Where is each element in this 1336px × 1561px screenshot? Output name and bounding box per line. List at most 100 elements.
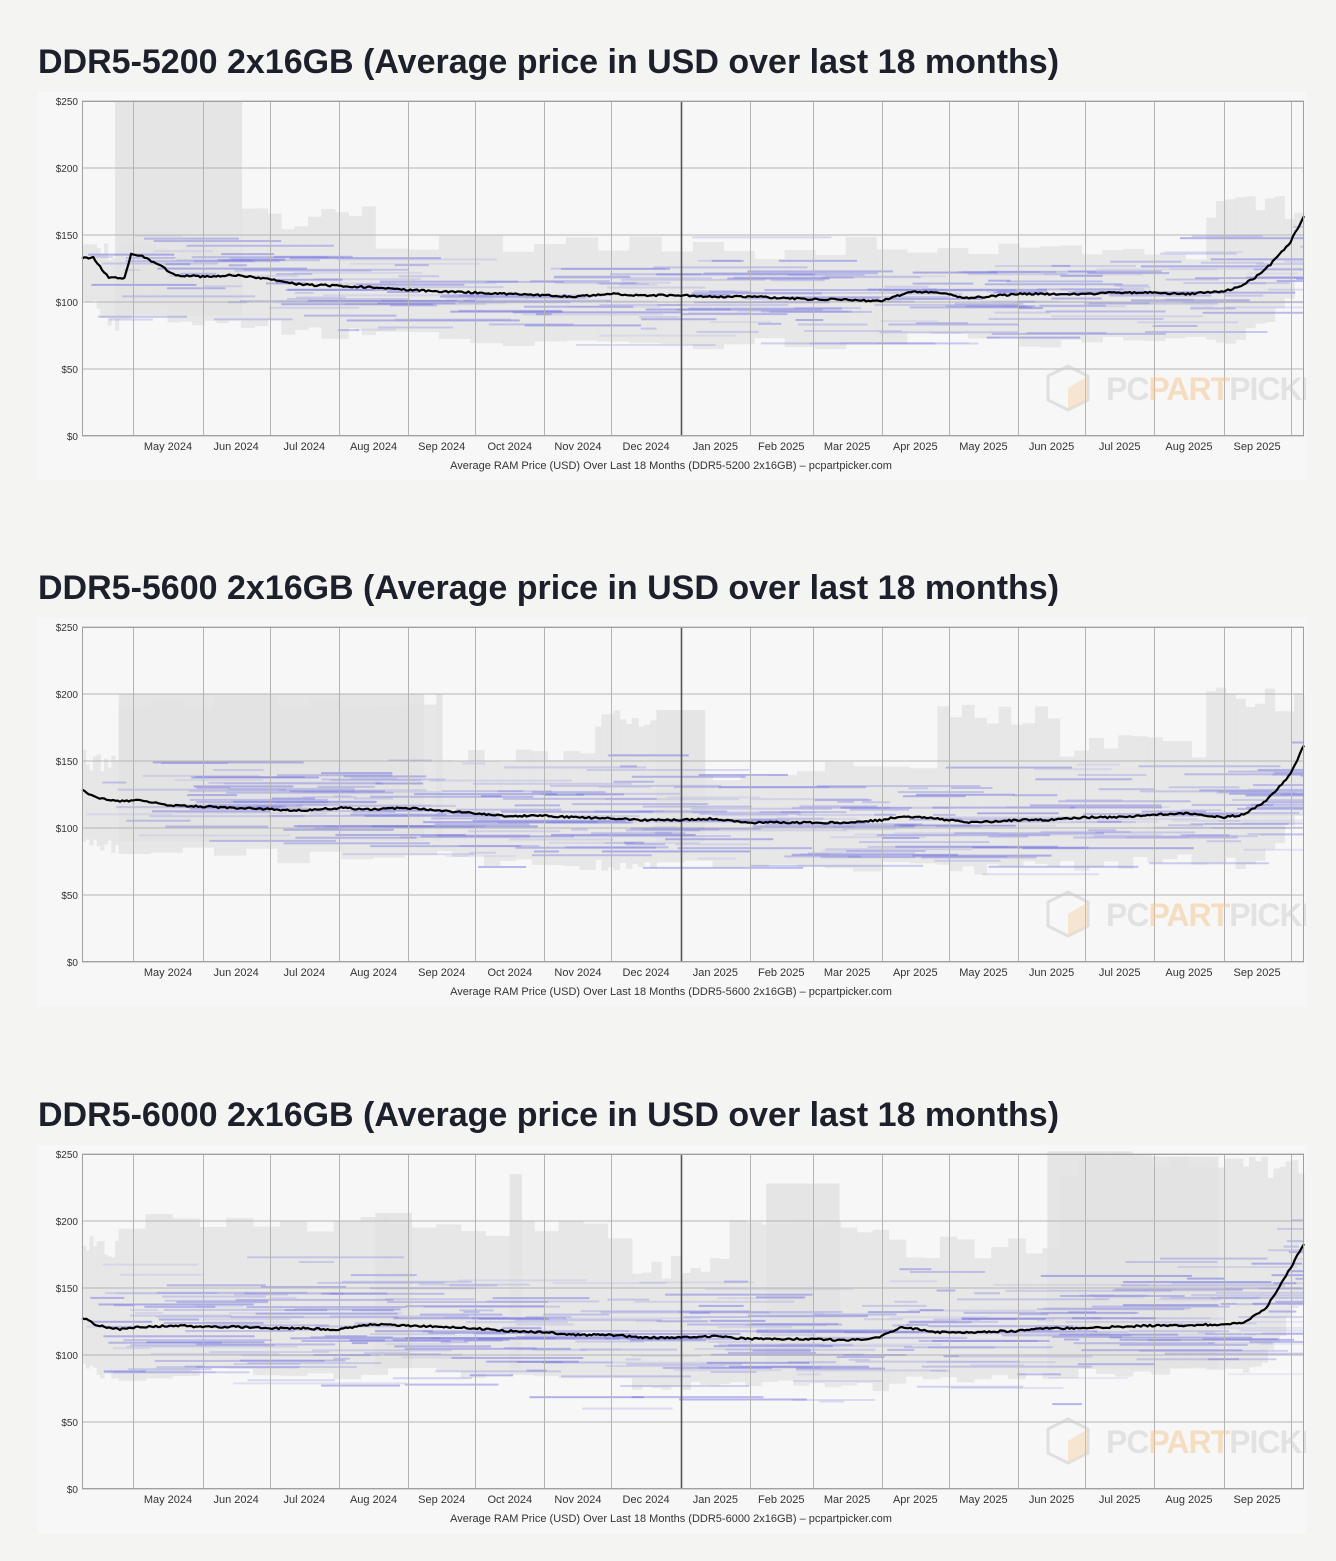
pcpartpicker-watermark: PCPARTPICKER (1046, 890, 1306, 938)
chart-title: DDR5-6000 2x16GB (Average price in USD o… (38, 1096, 1060, 1134)
chart-caption: Average RAM Price (USD) Over Last 18 Mon… (450, 986, 892, 998)
plot-border (82, 101, 1304, 436)
x-tick-label: Jun 2025 (1029, 441, 1074, 453)
x-tick-label: Mar 2025 (824, 967, 870, 979)
average-price-line (81, 215, 1305, 303)
y-tick-label: $50 (61, 365, 78, 376)
watermark-pc: PC (1106, 1424, 1149, 1460)
x-tick-label: Jan 2025 (693, 1494, 738, 1506)
x-tick-label: May 2025 (959, 1494, 1007, 1506)
x-tick-label: Sep 2025 (1234, 441, 1281, 453)
listing-price-bands (86, 1219, 1304, 1410)
x-tick-label: Sep 2024 (418, 1494, 465, 1506)
x-tick-label: Dec 2024 (623, 1494, 670, 1506)
chart-section-ddr5-5200: DDR5-5200 2x16GB (Average price in USD o… (38, 42, 1306, 480)
x-tick-label: Nov 2024 (554, 1494, 601, 1506)
x-tick-label: Aug 2024 (350, 967, 397, 979)
x-tick-label: Aug 2025 (1165, 967, 1212, 979)
x-tick-label: Sep 2025 (1234, 967, 1281, 979)
x-tick-label: Jul 2025 (1099, 967, 1141, 979)
x-tick-label: Jul 2024 (283, 1494, 325, 1506)
x-tick-label: Jan 2025 (693, 441, 738, 453)
x-tick-label: Mar 2025 (824, 441, 870, 453)
price-chart: PCPARTPICKER $0 $50 $100 $150 $200 $250 May 202… (56, 1150, 1306, 1525)
pcpartpicker-watermark: PCPARTPICKER (1046, 364, 1306, 412)
watermark-picker: PICKER (1229, 1424, 1306, 1460)
x-tick-label: Jun 2024 (214, 1494, 259, 1506)
average-price-line (81, 1243, 1305, 1342)
gridlines (82, 1153, 1304, 1490)
x-tick-label: Feb 2025 (758, 441, 804, 453)
y-tick-label: $100 (56, 1351, 79, 1362)
x-tick-label: Apr 2025 (893, 441, 938, 453)
watermark-part: PART (1148, 1424, 1230, 1460)
y-tick-label: $150 (56, 231, 79, 242)
svg-text:PCPARTPICKER: PCPARTPICKER (1106, 897, 1306, 933)
y-tick-label: $200 (56, 690, 79, 701)
plot-border (82, 627, 1304, 962)
listing-price-bands (88, 170, 1304, 347)
gridlines (82, 626, 1304, 963)
x-tick-label: Dec 2024 (623, 967, 670, 979)
y-tick-label: $50 (61, 891, 78, 902)
watermark-picker: PICKER (1229, 897, 1306, 933)
x-tick-label: Nov 2024 (554, 441, 601, 453)
watermark-pc: PC (1106, 371, 1149, 407)
box-logo-icon (1046, 364, 1090, 412)
y-tick-label: $100 (56, 824, 79, 835)
chart-caption: Average RAM Price (USD) Over Last 18 Mon… (450, 1513, 892, 1525)
x-tick-label: Jul 2024 (283, 967, 325, 979)
x-tick-label: Oct 2024 (487, 967, 532, 979)
x-tick-label: Aug 2025 (1165, 441, 1212, 453)
x-tick-label: Apr 2025 (893, 967, 938, 979)
x-tick-label: May 2024 (144, 1494, 192, 1506)
y-tick-label: $0 (67, 958, 79, 969)
x-tick-label: Mar 2025 (824, 1494, 870, 1506)
x-tick-label: Oct 2024 (487, 1494, 532, 1506)
svg-text:PCPARTPICKER: PCPARTPICKER (1106, 371, 1306, 407)
chart-caption: Average RAM Price (USD) Over Last 18 Mon… (450, 460, 892, 472)
x-tick-label: Jun 2024 (214, 441, 259, 453)
pcpartpicker-watermark: PCPARTPICKER (1046, 1417, 1306, 1465)
plot-border (82, 1154, 1304, 1489)
chart-frame: PCPARTPICKER $0 $50 $100 $150 $200 $250 May 202… (38, 92, 1306, 480)
watermark-part: PART (1148, 371, 1230, 407)
x-tick-label: Jan 2025 (693, 967, 738, 979)
x-tick-label: May 2025 (959, 441, 1007, 453)
x-tick-label: Feb 2025 (758, 967, 804, 979)
y-tick-label: $250 (56, 623, 79, 634)
y-tick-label: $0 (67, 1485, 79, 1496)
y-tick-label: $100 (56, 298, 79, 309)
watermark-pc: PC (1106, 897, 1149, 933)
x-tick-label: May 2025 (959, 967, 1007, 979)
y-tick-label: $250 (56, 97, 79, 108)
svg-text:PCPARTPICKER: PCPARTPICKER (1106, 1424, 1306, 1460)
price-chart: PCPARTPICKER $0 $50 $100 $150 $200 $250 May 202… (56, 97, 1306, 472)
y-tick-label: $150 (56, 1284, 79, 1295)
watermark-part: PART (1148, 897, 1230, 933)
x-tick-label: Jun 2025 (1029, 1494, 1074, 1506)
x-tick-label: Aug 2024 (350, 1494, 397, 1506)
x-tick-label: Oct 2024 (487, 441, 532, 453)
y-tick-label: $250 (56, 1150, 79, 1161)
chart-title: DDR5-5600 2x16GB (Average price in USD o… (38, 569, 1060, 607)
x-tick-label: Aug 2024 (350, 441, 397, 453)
x-tick-label: Feb 2025 (758, 1494, 804, 1506)
chart-frame: PCPARTPICKER $0 $50 $100 $150 $200 $250 May 202… (38, 618, 1306, 1006)
box-logo-icon (1046, 1417, 1090, 1465)
watermark-picker: PICKER (1229, 371, 1306, 407)
average-price-line (81, 744, 1305, 825)
x-tick-label: Sep 2024 (418, 441, 465, 453)
y-tick-label: $200 (56, 164, 79, 175)
chart-frame: PCPARTPICKER $0 $50 $100 $150 $200 $250 May 202… (38, 1145, 1306, 1533)
chart-section-ddr5-5600: DDR5-5600 2x16GB (Average price in USD o… (38, 568, 1306, 1006)
x-tick-label: Dec 2024 (623, 441, 670, 453)
x-tick-label: Jul 2025 (1099, 441, 1141, 453)
x-tick-label: Jul 2024 (283, 441, 325, 453)
chart-section-ddr5-6000: DDR5-6000 2x16GB (Average price in USD o… (38, 1095, 1306, 1533)
y-tick-label: $0 (67, 432, 79, 443)
price-chart: PCPARTPICKER $0 $50 $100 $150 $200 $250 May 202… (56, 623, 1306, 998)
x-tick-label: Apr 2025 (893, 1494, 938, 1506)
y-tick-label: $150 (56, 757, 79, 768)
x-tick-label: Jun 2024 (214, 967, 259, 979)
